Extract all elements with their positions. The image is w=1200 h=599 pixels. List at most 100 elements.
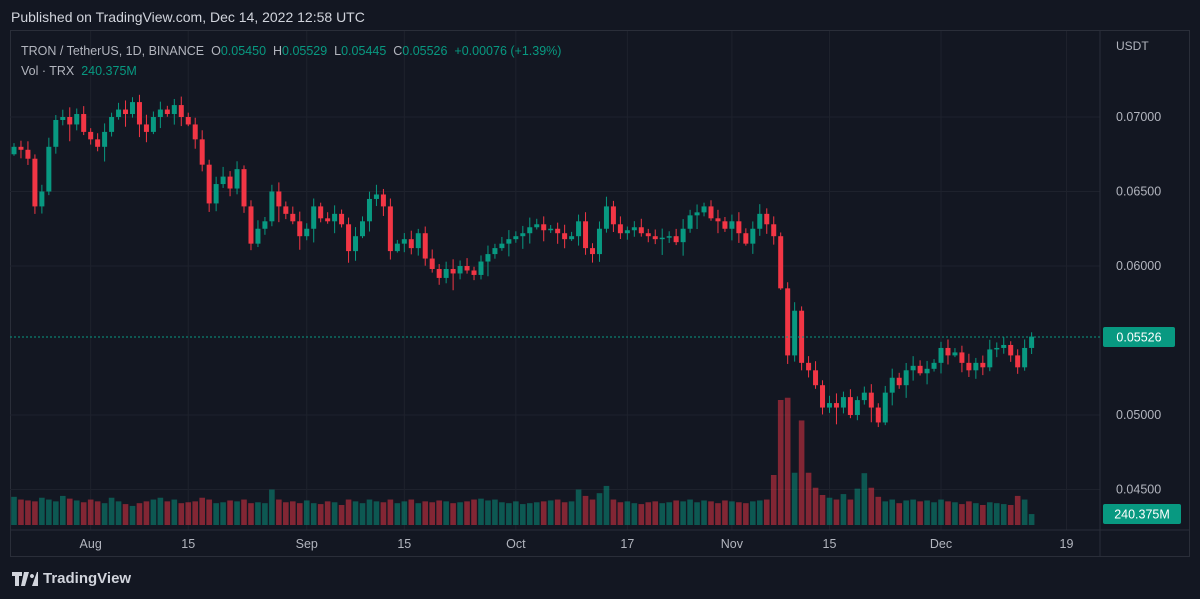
candle-body [715,218,721,222]
candle-body [241,169,247,207]
candle-body [603,206,609,229]
change-value: +0.00076 (+1.39%) [454,44,562,58]
candle-body [318,206,324,219]
candle-body [415,233,421,249]
candle-body [680,228,686,243]
close-value: 0.05526 [402,44,448,58]
candle-body [945,347,951,356]
volume-bar [903,500,909,525]
candle-body [847,397,853,415]
volume-bar [554,499,561,525]
candle-body [687,215,693,229]
volume-bar [415,503,422,525]
candle-body [394,243,400,252]
candle-body [534,224,540,228]
volume-bar [708,501,714,525]
volume-bar [262,503,268,525]
volume-bar [987,502,993,525]
volume-bar [540,501,547,525]
candle-body [25,149,31,159]
volume-bar [276,499,282,525]
current-price-badge [1103,327,1175,347]
volume-bar [401,501,408,525]
candle-body [610,206,616,225]
volume-bar [805,472,812,525]
volume-bar [945,501,951,525]
candle-body [757,213,763,229]
volume-bar [331,502,338,525]
current-price-label: 0.05526 [1116,331,1161,345]
close-label: C [393,44,403,58]
volume-bar [847,499,854,525]
volume-bar [861,473,868,525]
candle-body [262,221,268,229]
volume-bar [492,499,498,525]
volume-bar [575,489,582,525]
chart-legend: TRON / TetherUS, 1D, BINANCE O0.05450 H0… [21,41,561,81]
candle-body [652,236,658,240]
candle-body [931,362,937,369]
candle-body [938,347,944,363]
candle-body [701,206,707,213]
candle-body [506,239,512,244]
volume-bar [380,502,387,525]
candle-body [833,403,839,408]
candle-body [590,248,596,255]
candle-body [88,131,94,140]
volume-bar [1007,505,1014,525]
candle-body [792,310,798,356]
candle-body [903,370,909,386]
candle-body [813,370,819,386]
candle-body [269,191,275,222]
volume-bar [59,495,66,525]
candle-body [645,233,651,237]
volume-bar [248,503,254,525]
volume-bar [756,500,763,525]
volume-bar [317,504,324,525]
volume-bar [966,501,972,525]
candle-body [95,139,101,147]
y-tick-label: 0.04500 [1116,483,1161,497]
volume-bar [547,500,554,525]
candle-body [206,164,212,204]
volume-bar [798,420,805,525]
volume-bar [819,495,826,525]
candle-body [220,176,226,185]
volume-bar [387,499,394,525]
volume-bar [736,502,742,525]
symbol-label[interactable]: TRON / TetherUS, 1D, BINANCE [21,44,205,58]
volume-bar [269,489,275,525]
volume-bar [39,497,45,525]
candle-body [708,206,714,219]
candle-body [576,221,582,237]
volume-bar [164,501,171,525]
volume-bar [108,497,115,525]
volume-bar [255,502,261,525]
volume-bar [73,500,80,525]
low-value: 0.05445 [341,44,387,58]
low-label: L [334,44,342,58]
volume-bar [645,502,652,525]
candle-body [53,119,59,147]
volume-bar [959,504,965,525]
volume-bar [610,499,617,525]
candle-body [666,236,672,238]
volume-bar [596,493,603,525]
candle-body [311,206,317,229]
candle-body [617,224,623,234]
candle-body [478,261,484,275]
volume-bar [303,500,310,525]
volume-bar [192,501,199,525]
candle-body [332,213,338,222]
volume-bar [659,503,666,525]
volume-bar [673,500,679,525]
candle-body [722,221,728,229]
candle-body [750,228,756,244]
volume-bar [408,499,415,525]
candle-body [213,184,219,204]
candle-body [492,248,498,255]
open-label: O [211,44,221,58]
candle-body [861,392,867,401]
candle-body [178,105,184,117]
